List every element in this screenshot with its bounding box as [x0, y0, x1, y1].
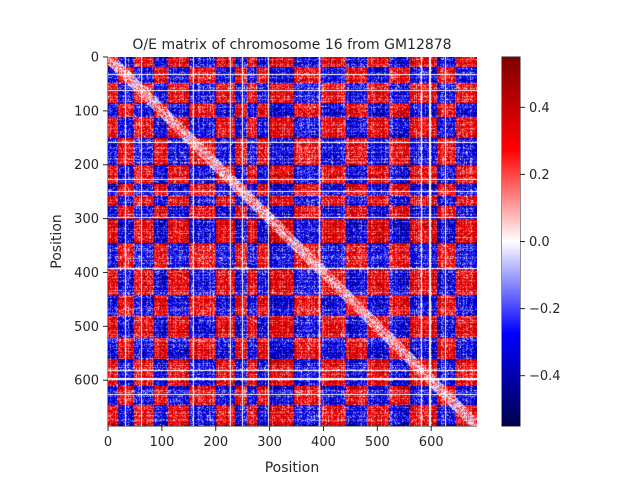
colorbar-tick-label: 0.4	[529, 101, 550, 116]
y-tick-label: 600	[74, 374, 99, 389]
x-tick-label: 400	[311, 435, 336, 450]
y-tick-label: 0	[91, 51, 99, 66]
heatmap-matrix	[108, 57, 477, 426]
y-axis: 0 100 200 300 400 500 600	[74, 51, 108, 389]
colorbar-tick-label: −0.2	[529, 302, 561, 317]
chart-title: O/E matrix of chromosome 16 from GM12878	[132, 37, 451, 53]
y-tick-label: 400	[74, 266, 99, 281]
colorbar	[502, 57, 520, 426]
x-tick-label: 600	[419, 435, 444, 450]
x-tick-label: 0	[104, 435, 112, 450]
y-axis-label: Position	[49, 214, 65, 269]
colorbar-axis: −0.4 −0.2 0.0 0.2 0.4	[520, 101, 561, 384]
colorbar-tick-label: 0.0	[529, 235, 550, 250]
y-tick-label: 200	[74, 158, 99, 173]
y-tick-label: 300	[74, 212, 99, 227]
x-axis: 0 100 200 300 400 500 600	[104, 426, 444, 450]
x-tick-label: 200	[203, 435, 228, 450]
x-tick-label: 500	[365, 435, 390, 450]
x-axis-label: Position	[265, 460, 320, 476]
y-tick-label: 500	[74, 320, 99, 335]
y-tick-label: 100	[74, 104, 99, 119]
colorbar-tick-label: 0.2	[529, 168, 550, 183]
x-tick-label: 100	[149, 435, 174, 450]
colorbar-tick-label: −0.4	[529, 369, 561, 384]
x-tick-label: 300	[257, 435, 282, 450]
